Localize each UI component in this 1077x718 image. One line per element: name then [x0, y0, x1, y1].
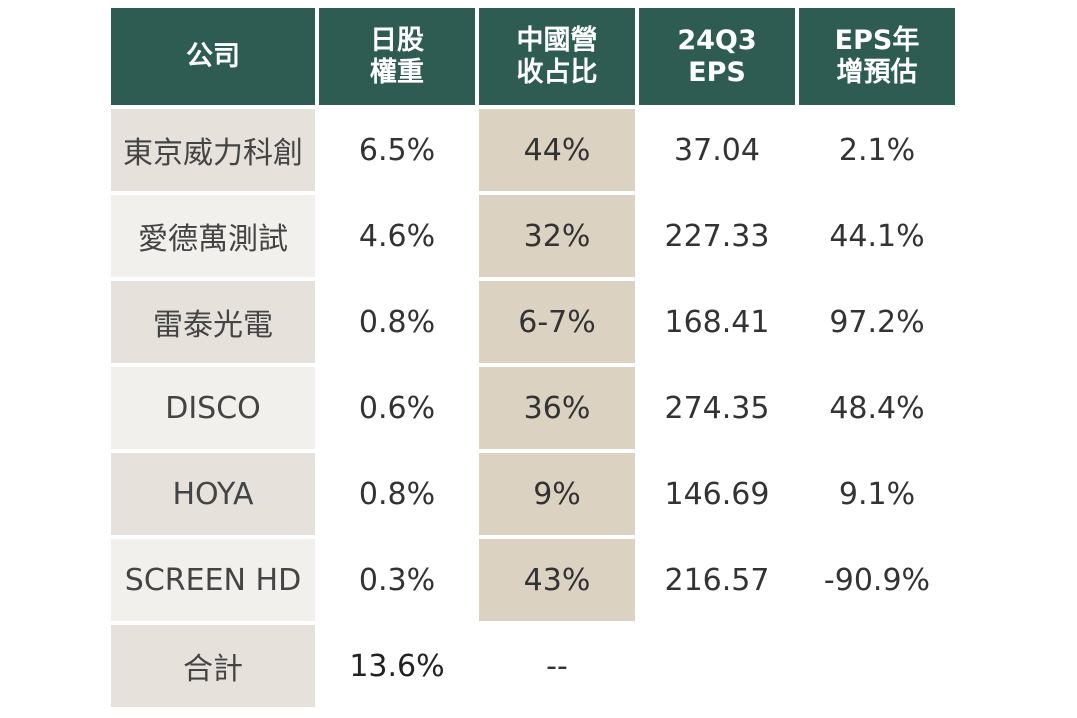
header-china-line2: 收占比 — [516, 56, 598, 88]
eps-cell: 37.04 — [674, 132, 760, 168]
empty-cell — [639, 625, 795, 707]
header-china-line1: 中國營 — [516, 24, 598, 56]
header-china-share: 中國營 收占比 — [479, 8, 635, 105]
eps-growth-cell: 97.2% — [829, 304, 925, 340]
china-share-cell: 6-7% — [479, 281, 635, 363]
eps-growth-cell: 9.1% — [838, 476, 916, 512]
china-share-cell: 32% — [479, 195, 635, 277]
eps-cell: 168.41 — [664, 304, 770, 340]
header-growth-line2: 增預估 — [836, 56, 918, 88]
eps-cell: 227.33 — [664, 218, 770, 254]
total-label-cell: 合計 — [111, 625, 315, 707]
header-weight-line2: 權重 — [370, 56, 424, 88]
company-cell: SCREEN HD — [111, 539, 315, 621]
header-weight: 日股 權重 — [319, 8, 475, 105]
header-company-label: 公司 — [186, 40, 240, 72]
empty-cell — [799, 625, 955, 707]
eps-growth-cell: 48.4% — [829, 390, 925, 426]
china-share-cell: 36% — [479, 367, 635, 449]
total-china-share-cell: -- — [546, 648, 568, 684]
eps-growth-cell: 2.1% — [838, 132, 916, 168]
eps-cell: 146.69 — [664, 476, 770, 512]
header-eps-line2: EPS — [688, 56, 746, 88]
header-eps-growth: EPS年 增預估 — [799, 8, 955, 105]
header-company: 公司 — [111, 8, 315, 105]
weight-cell: 4.6% — [358, 218, 436, 254]
header-eps: 24Q3 EPS — [639, 8, 795, 105]
china-share-cell: 9% — [479, 453, 635, 535]
header-weight-line1: 日股 — [370, 24, 424, 56]
header-growth-line1: EPS年 — [834, 24, 920, 56]
weight-cell: 0.8% — [358, 476, 436, 512]
weight-cell: 6.5% — [358, 132, 436, 168]
eps-growth-cell: 44.1% — [829, 218, 925, 254]
eps-cell: 216.57 — [664, 562, 770, 598]
total-weight-cell: 13.6% — [349, 648, 445, 684]
company-cell: 愛德萬測試 — [111, 195, 315, 277]
company-cell: 東京威力科創 — [111, 109, 315, 191]
china-share-cell: 43% — [479, 539, 635, 621]
company-cell: 雷泰光電 — [111, 281, 315, 363]
header-eps-line1: 24Q3 — [677, 24, 757, 56]
company-cell: DISCO — [111, 367, 315, 449]
china-share-cell: 44% — [479, 109, 635, 191]
stock-table: 公司 日股 權重 中國營 收占比 24Q3 EPS EPS年 增預估 東京威力科… — [111, 8, 955, 707]
weight-cell: 0.8% — [358, 304, 436, 340]
weight-cell: 0.3% — [358, 562, 436, 598]
eps-growth-cell: -90.9% — [823, 562, 931, 598]
weight-cell: 0.6% — [358, 390, 436, 426]
company-cell: HOYA — [111, 453, 315, 535]
eps-cell: 274.35 — [664, 390, 770, 426]
